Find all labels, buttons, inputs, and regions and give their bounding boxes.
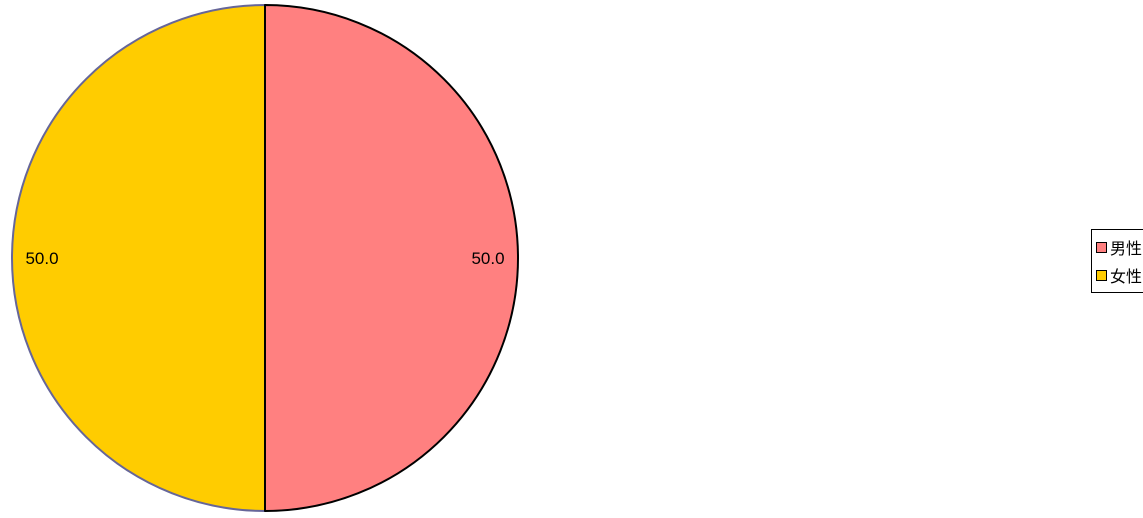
data-label-female: 50.0 [25,249,58,268]
pie-slice-male [264,4,519,512]
legend-label-male: 男性 [1110,241,1143,258]
legend-item-female: 女性 [1096,261,1143,289]
chart-legend: 男性 女性 [1091,229,1143,293]
legend-swatch-male [1096,241,1107,253]
legend-swatch-female [1096,269,1107,281]
legend-item-male: 男性 [1096,233,1143,261]
data-label-male: 50.0 [471,249,504,268]
pie-slice-female [11,4,266,512]
legend-label-female: 女性 [1110,269,1143,286]
